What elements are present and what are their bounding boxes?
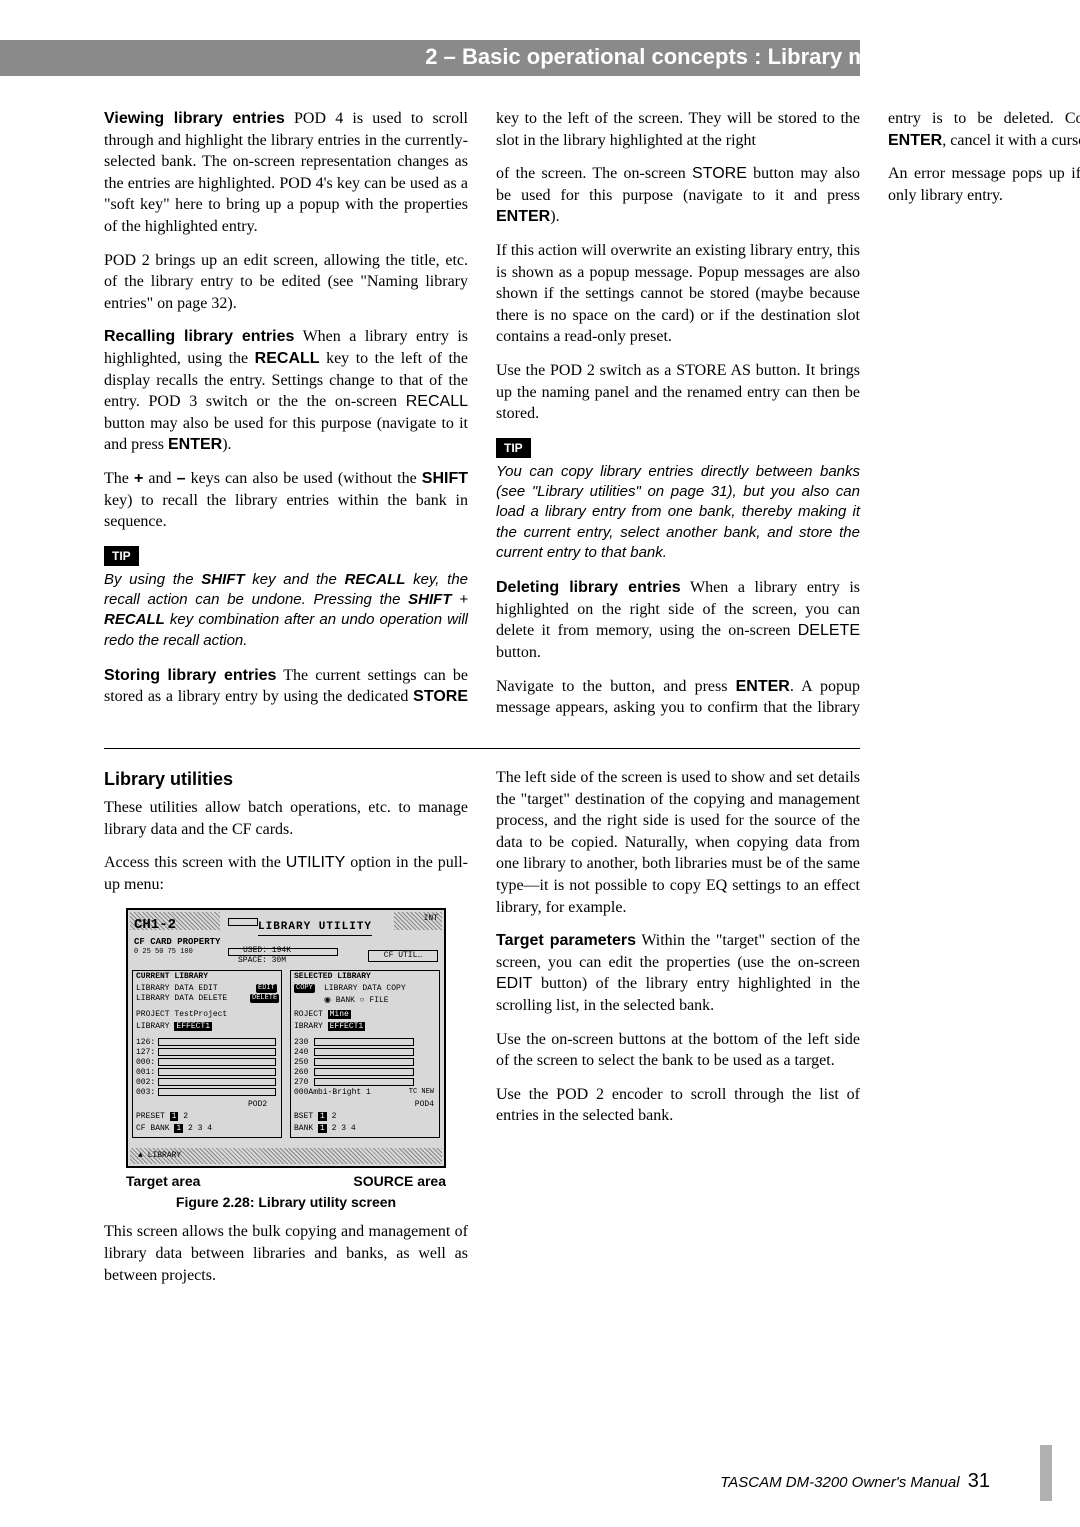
side-tab [1040, 1445, 1052, 1501]
target-params-para: Target parameters Within the "target" se… [496, 930, 860, 1016]
tip-2: You can copy library entries directly be… [496, 462, 860, 563]
page-content: Viewing library entries POD 4 is used to… [104, 108, 860, 1319]
viewing-heading: Viewing library entries [104, 110, 285, 127]
plus-minus-para: The + and – keys can also be used (witho… [104, 468, 468, 533]
library-utilities-heading: Library utilities [104, 767, 468, 791]
page-number: 31 [968, 1470, 990, 1492]
figure-area-labels: Target area SOURCE area [126, 1172, 446, 1191]
figure-caption: Figure 2.28: Library utility screen [104, 1193, 468, 1212]
source-area-label: SOURCE area [353, 1172, 446, 1191]
lcd-screenshot: Target area CH1-2 LIBRARY UTILITY INT CF… [126, 908, 446, 1168]
section-2: Library utilities These utilities allow … [104, 767, 860, 1319]
pod2-para: POD 2 brings up an edit screen, allowing… [104, 250, 468, 315]
page-header: 2 – Basic operational concepts : Library… [425, 44, 984, 70]
delete-para-3: An error message pops up if you try to d… [888, 163, 1080, 206]
tip-badge-2: TIP [496, 438, 531, 458]
target-area-label: Target area [126, 1172, 200, 1191]
tip-badge-1: TIP [104, 546, 139, 566]
section-divider [104, 748, 860, 749]
util-r2: The left side of the screen is used to s… [496, 767, 860, 918]
util-p1: These utilities allow batch operations, … [104, 797, 468, 840]
util-r1: This screen allows the bulk copying and … [104, 1221, 468, 1286]
tip-1: By using the SHIFT key and the RECALL ke… [104, 570, 468, 651]
overwrite-para: If this action will overwrite an existin… [496, 240, 860, 348]
util-r4: Use the POD 2 encoder to scroll through … [496, 1084, 860, 1127]
figure-2-28: Target area CH1-2 LIBRARY UTILITY INT CF… [104, 908, 468, 1212]
util-p2: Access this screen with the UTILITY opti… [104, 852, 468, 895]
storeas-para: Use the POD 2 switch as a STORE AS butto… [496, 360, 860, 425]
manual-title: TASCAM DM-3200 Owner's Manual [720, 1474, 959, 1491]
viewing-para: Viewing library entries POD 4 is used to… [104, 108, 468, 238]
section-1: Viewing library entries POD 4 is used to… [104, 108, 860, 740]
store-para-2: of the screen. The on-screen STORE butto… [496, 163, 860, 228]
util-r3: Use the on-screen buttons at the bottom … [496, 1029, 860, 1072]
page-footer: TASCAM DM-3200 Owner's Manual 31 [720, 1470, 990, 1493]
delete-para-1: Deleting library entries When a library … [496, 577, 860, 663]
recall-para: Recalling library entries When a library… [104, 326, 468, 456]
